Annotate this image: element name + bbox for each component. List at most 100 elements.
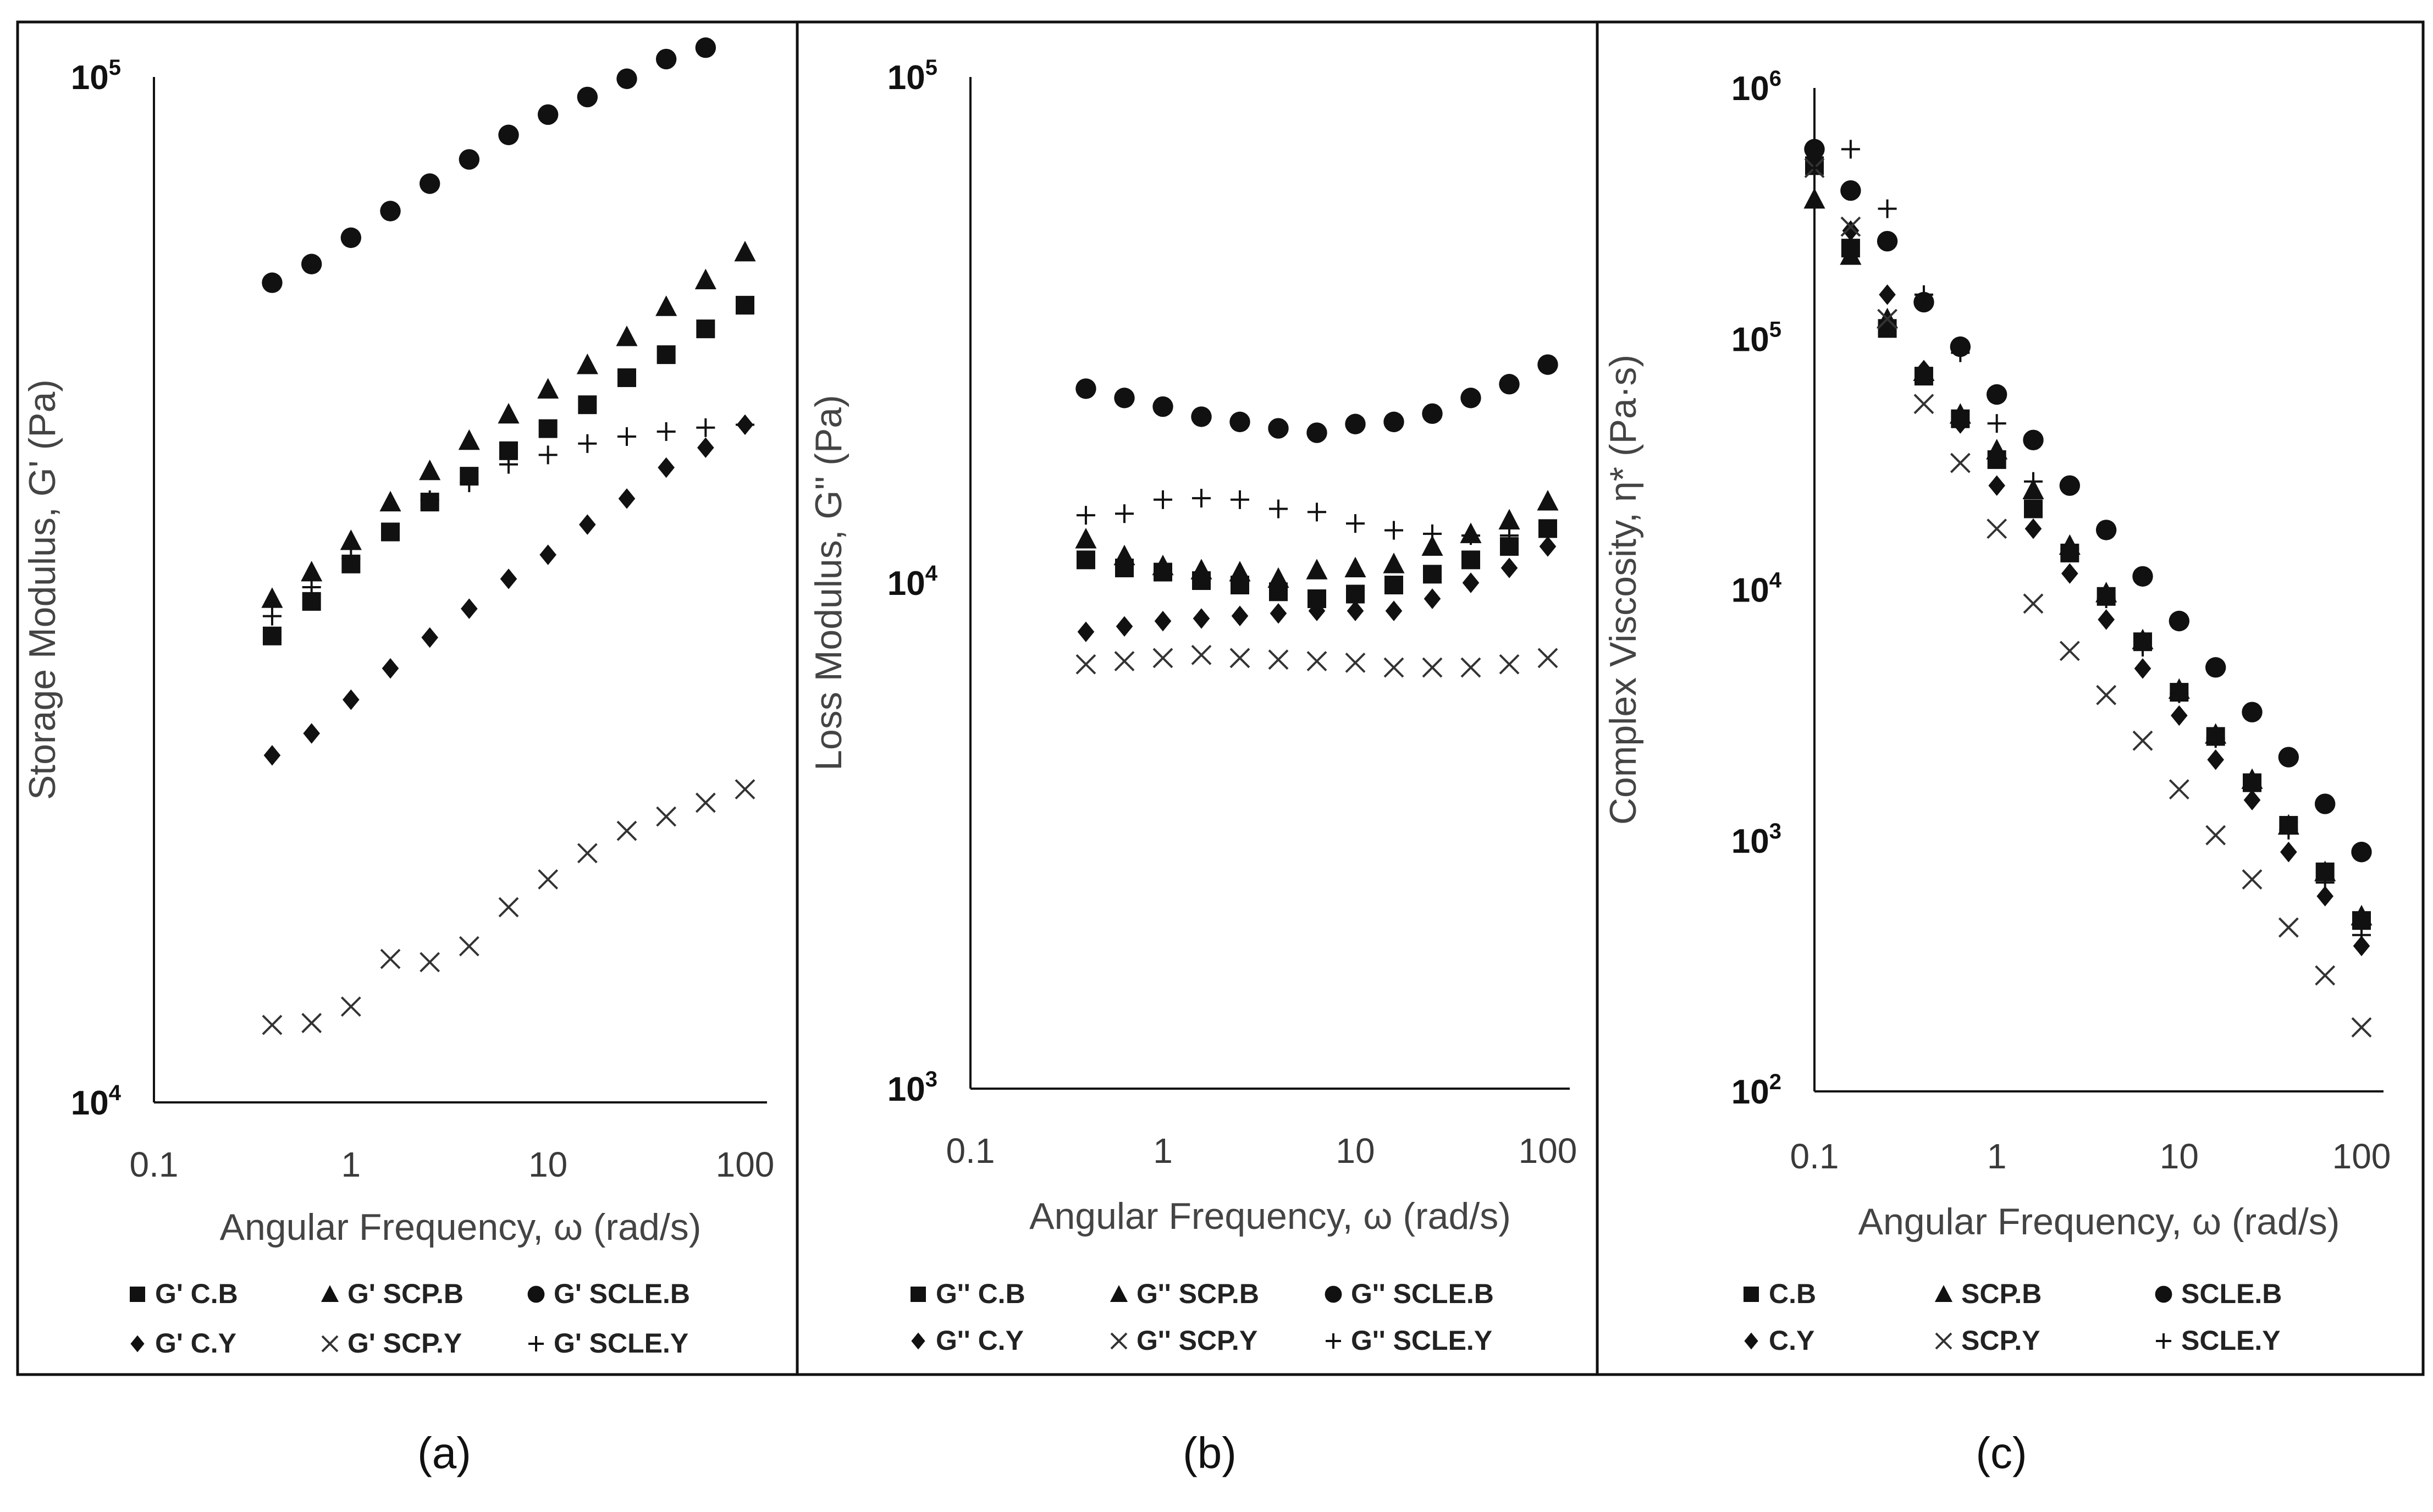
y-tick-label: 105	[1731, 317, 1781, 358]
series-g-c-y	[263, 414, 754, 766]
legend-marker	[2156, 1333, 2171, 1349]
x-tick-label: 100	[716, 1145, 775, 1184]
data-point	[2171, 705, 2188, 726]
data-point	[656, 422, 676, 441]
legend-marker	[911, 1332, 925, 1350]
data-point	[1803, 188, 1825, 209]
x-tick-label: 0.1	[946, 1131, 995, 1171]
data-point	[498, 897, 519, 918]
data-point	[1229, 648, 1250, 669]
data-point	[459, 149, 480, 170]
x-tick-label: 100	[2332, 1136, 2391, 1176]
data-point	[1952, 413, 1969, 434]
data-point	[694, 268, 716, 290]
x-tick-label: 1	[341, 1145, 361, 1184]
legend-entry: C.Y	[1744, 1325, 1814, 1356]
data-point	[2315, 965, 2336, 986]
data-point	[1229, 411, 1250, 433]
data-point	[1192, 489, 1211, 508]
data-point	[1268, 418, 1289, 439]
data-point	[340, 227, 362, 249]
data-point	[263, 745, 281, 766]
data-point	[1461, 550, 1480, 570]
legend-entry: G'' SCLE.Y	[1326, 1325, 1492, 1356]
data-point	[697, 437, 714, 458]
data-point	[1191, 406, 1212, 427]
x-axis-title: Angular Frequency, ω (rad/s)	[1858, 1201, 2340, 1243]
data-point	[1383, 411, 1404, 433]
data-point	[1229, 561, 1251, 582]
data-point	[1499, 654, 1520, 675]
y-tick-label: 102	[1731, 1070, 1781, 1111]
data-point	[1424, 588, 1441, 609]
data-point	[1383, 553, 1405, 573]
data-point	[380, 948, 401, 969]
data-point	[1193, 608, 1210, 629]
data-point	[538, 419, 558, 438]
legend-label: G' SCLE.B	[554, 1278, 690, 1309]
data-point	[303, 723, 320, 744]
data-point	[420, 952, 440, 973]
data-point	[2278, 747, 2299, 768]
data-point	[1986, 384, 2007, 405]
data-point	[1915, 360, 1933, 380]
legend-marker	[1110, 1285, 1128, 1302]
data-point	[262, 272, 283, 293]
data-point	[1113, 544, 1135, 566]
legend-marker	[1325, 1285, 1342, 1303]
data-point	[420, 490, 439, 509]
data-point	[499, 455, 518, 474]
legend-marker	[321, 1335, 339, 1353]
data-point	[2059, 475, 2081, 496]
x-tick-label: 10	[2160, 1136, 2199, 1176]
series-g-scle-b	[262, 37, 716, 293]
data-point	[1422, 657, 1443, 678]
data-point	[1306, 559, 1328, 580]
data-point	[1268, 649, 1289, 670]
data-point	[458, 429, 480, 450]
data-point	[1913, 394, 1934, 415]
legend-label: G'' SCP.Y	[1136, 1325, 1257, 1356]
legend-marker	[1110, 1332, 1128, 1350]
data-point	[695, 37, 716, 58]
data-point	[2132, 566, 2153, 587]
legend-entry: G' SCLE.B	[527, 1278, 690, 1309]
data-point	[1878, 199, 1897, 218]
data-point	[498, 124, 519, 146]
legend-label: G'' SCP.B	[1136, 1278, 1259, 1309]
legend-marker	[130, 1287, 145, 1302]
data-point	[301, 561, 323, 582]
data-point	[1076, 550, 1095, 570]
legend-label: SCP.B	[1961, 1278, 2042, 1309]
panel-caption: (c)	[1976, 1428, 2027, 1477]
data-point	[1076, 506, 1095, 525]
legend-marker	[1934, 1285, 1953, 1302]
y-tick-label: 104	[887, 561, 938, 603]
data-point	[1879, 284, 1896, 305]
legend-marker	[528, 1336, 544, 1351]
legend-label: C.B	[1769, 1278, 1816, 1309]
data-point	[1914, 285, 1933, 304]
data-point	[736, 296, 754, 315]
legend-entry: SCLE.Y	[2156, 1325, 2281, 1356]
y-tick-label: 103	[887, 1067, 937, 1108]
data-point	[421, 627, 438, 648]
data-point	[1841, 140, 1860, 159]
legend-entry: C.B	[1744, 1278, 1816, 1309]
data-point	[1877, 230, 1898, 252]
data-point	[577, 86, 598, 108]
data-point	[1460, 657, 1481, 678]
x-tick-label: 0.1	[1790, 1136, 1839, 1176]
data-point	[1384, 521, 1404, 540]
data-point	[1537, 354, 1558, 375]
legend-label: G'' C.Y	[936, 1325, 1024, 1356]
data-point	[1840, 216, 1861, 237]
data-point	[301, 1013, 322, 1034]
data-point	[616, 820, 637, 841]
data-point	[1951, 343, 1970, 362]
legend-entry: G' SCP.B	[321, 1278, 464, 1309]
data-point	[1152, 554, 1174, 576]
data-point	[1462, 572, 1480, 593]
panel-a-storage-modulus: 0.1 1 10 100 104 105 Angular Frequency, ω (rad…	[21, 37, 774, 1477]
